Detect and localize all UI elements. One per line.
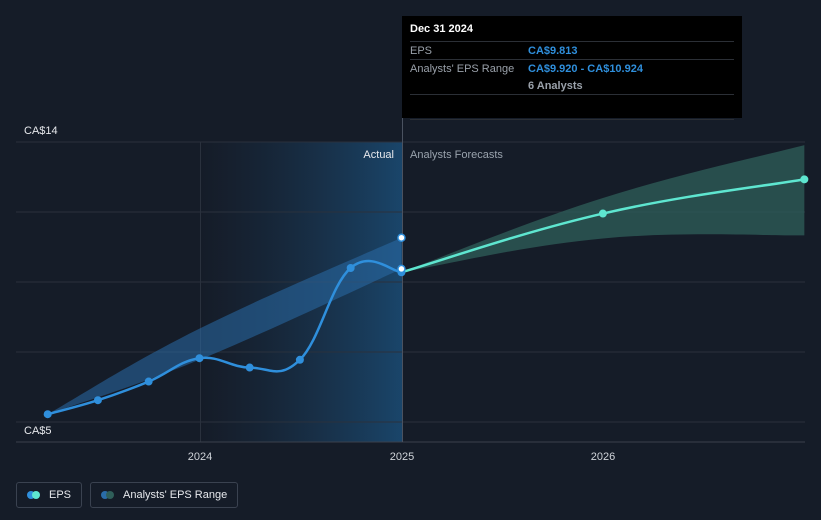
eps-point-2023-06-30[interactable] <box>93 396 102 405</box>
y-max-label: CA$14 <box>24 125 58 137</box>
forecast-point-2025-12-31[interactable] <box>598 209 607 218</box>
tooltip-eps-label: EPS <box>410 44 433 57</box>
tooltip-range-label: Analysts' EPS Range <box>410 62 515 75</box>
tooltip-range-row: Analysts' EPS Range CA$9.920 - CA$10.924 <box>410 59 734 77</box>
series-points <box>43 175 809 419</box>
tooltip-analysts: 6 Analysts <box>528 79 583 92</box>
x-tick-2026: 2026 <box>591 451 615 463</box>
legend-eps-label: EPS <box>49 489 72 501</box>
tooltip-analysts-row: 6 Analysts <box>410 77 734 94</box>
legend: EPS Analysts' EPS Range <box>16 482 239 508</box>
tooltip-date: Dec 31 2024 <box>410 23 473 35</box>
legend-eps[interactable]: EPS <box>16 482 83 508</box>
eps-point-2024-09-30[interactable] <box>346 264 355 272</box>
legend-eps-swatch <box>27 491 40 499</box>
eps-point-2024-06-30[interactable] <box>295 355 304 364</box>
actual-label: Actual <box>363 149 394 161</box>
eps-point-2023-09-30[interactable] <box>144 377 153 386</box>
actual-range-band <box>47 237 402 415</box>
range-low-marker <box>397 264 406 274</box>
tooltip-eps-row: EPS CA$9.813 <box>410 41 734 59</box>
gridlines <box>16 141 805 442</box>
legend-range-swatch <box>101 491 115 499</box>
forecast-point-2026-12-31[interactable] <box>800 175 809 184</box>
forecast-label: Analysts Forecasts <box>410 149 503 161</box>
eps-chart: CA$14 CA$5 Actual Analysts Forecasts 202… <box>16 118 809 463</box>
tooltip-spacer <box>410 94 734 120</box>
y-min-label: CA$5 <box>24 425 52 437</box>
eps-point-2023-03-31[interactable] <box>43 410 52 419</box>
x-tick-2024: 2024 <box>188 451 212 463</box>
legend-range-label: Analysts' EPS Range <box>123 489 228 501</box>
range-bands <box>47 145 805 415</box>
tooltip-range-value: CA$9.920 - CA$10.924 <box>528 62 643 75</box>
range-high-marker <box>397 233 406 242</box>
eps-point-2023-12-31[interactable] <box>195 354 204 363</box>
x-tick-2025: 2025 <box>390 451 414 463</box>
legend-range[interactable]: Analysts' EPS Range <box>90 482 239 508</box>
eps-point-2024-03-31[interactable] <box>245 363 254 372</box>
tooltip: Dec 31 2024 EPS CA$9.813 Analysts' EPS R… <box>402 16 742 120</box>
tooltip-eps-value: CA$9.813 <box>528 44 578 57</box>
